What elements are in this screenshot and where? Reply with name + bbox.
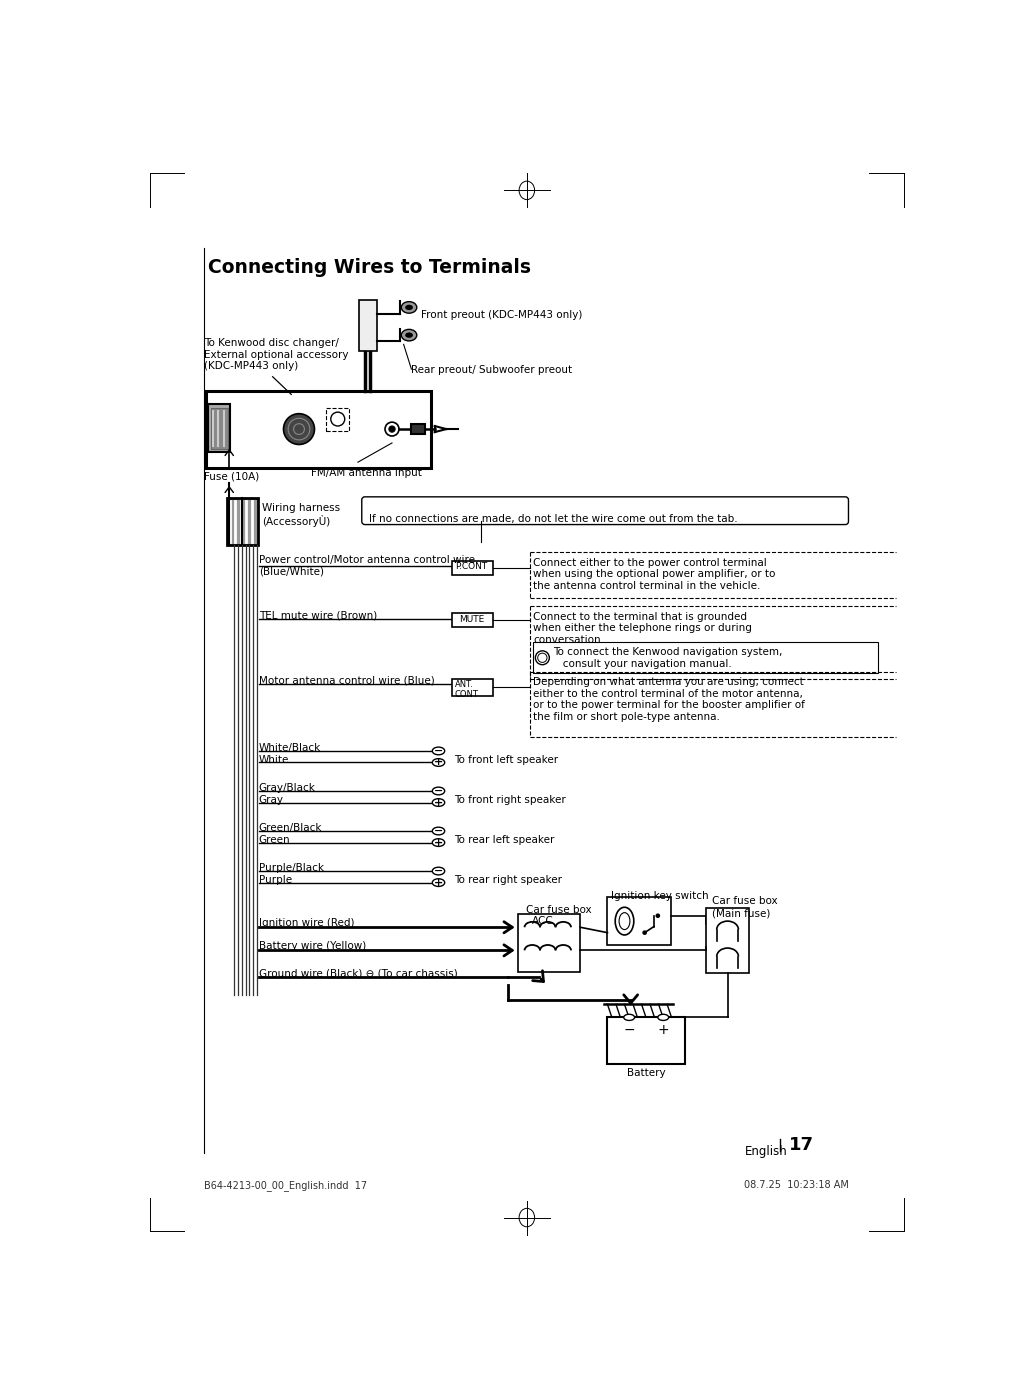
Text: +: +	[434, 757, 443, 768]
Text: If no connections are made, do not let the wire come out from the tab.: If no connections are made, do not let t…	[369, 514, 737, 524]
Text: English: English	[744, 1146, 787, 1158]
Text: −: −	[434, 827, 443, 836]
Text: To Kenwood disc changer/
External optional accessory
(KDC-MP443 only): To Kenwood disc changer/ External option…	[204, 339, 348, 371]
Bar	[452, 560, 492, 574]
Text: Power control/Motor antenna control wire
(Blue/White): Power control/Motor antenna control wire…	[259, 555, 475, 576]
Text: Gray: Gray	[259, 795, 284, 804]
Text: TEL mute wire (Brown): TEL mute wire (Brown)	[259, 611, 377, 620]
Ellipse shape	[405, 305, 413, 309]
Text: Ignition wire (Red): Ignition wire (Red)	[259, 919, 355, 928]
Text: Battery wire (Yellow): Battery wire (Yellow)	[259, 941, 366, 951]
Text: Wiring harness
(AccessoryÙ): Wiring harness (AccessoryÙ)	[262, 503, 340, 527]
Text: Front preout (KDC-MP443 only): Front preout (KDC-MP443 only)	[421, 311, 583, 321]
Text: ACC: ACC	[533, 916, 554, 926]
Text: To rear right speaker: To rear right speaker	[454, 875, 562, 885]
Text: To rear left speaker: To rear left speaker	[454, 835, 554, 845]
Text: Purple: Purple	[259, 875, 292, 885]
Text: Car fuse box
(Main fuse): Car fuse box (Main fuse)	[712, 896, 778, 919]
Text: To front right speaker: To front right speaker	[454, 795, 565, 804]
Bar	[209, 404, 230, 452]
Text: Battery: Battery	[627, 1068, 665, 1078]
Text: Motor antenna control wire (Blue): Motor antenna control wire (Blue)	[259, 676, 435, 686]
Ellipse shape	[401, 301, 416, 314]
Text: Green: Green	[259, 835, 290, 845]
Ellipse shape	[433, 788, 445, 795]
Ellipse shape	[658, 1015, 668, 1020]
Bar	[326, 407, 350, 431]
Text: +: +	[434, 878, 443, 888]
Text: −: −	[623, 1023, 635, 1037]
Text: Connecting Wires to Terminals: Connecting Wires to Terminals	[209, 258, 531, 277]
Text: Purple/Black: Purple/Black	[259, 863, 324, 874]
Bar	[518, 914, 581, 972]
Bar	[452, 679, 492, 696]
Ellipse shape	[624, 1015, 634, 1020]
Ellipse shape	[389, 427, 395, 432]
Ellipse shape	[433, 867, 445, 875]
Bar	[534, 643, 878, 673]
Ellipse shape	[284, 414, 315, 445]
Text: FM/AM antenna input: FM/AM antenna input	[310, 467, 421, 478]
Text: +: +	[434, 838, 443, 848]
Text: −: −	[434, 866, 443, 875]
Text: Fuse (10A): Fuse (10A)	[204, 471, 259, 481]
Text: +: +	[658, 1023, 669, 1037]
Text: P.CONT: P.CONT	[454, 562, 487, 572]
Ellipse shape	[433, 839, 445, 846]
Text: ANT.
CONT: ANT. CONT	[454, 680, 479, 700]
Text: MUTE: MUTE	[458, 615, 484, 623]
Ellipse shape	[433, 758, 445, 767]
Text: Ground wire (Black) ⊖ (To car chassis): Ground wire (Black) ⊖ (To car chassis)	[259, 967, 457, 979]
Text: White: White	[259, 754, 289, 765]
Text: Depending on what antenna you are using, connect
either to the control terminal : Depending on what antenna you are using,…	[534, 677, 805, 722]
Bar	[206, 390, 431, 467]
Circle shape	[642, 930, 647, 935]
Bar	[608, 1018, 685, 1064]
Text: +: +	[434, 797, 443, 807]
Text: To connect the Kenwood navigation system,
   consult your navigation manual.: To connect the Kenwood navigation system…	[553, 647, 782, 669]
Text: Green/Black: Green/Black	[259, 824, 322, 834]
Text: Connect either to the power control terminal
when using the optional power ampli: Connect either to the power control term…	[534, 558, 775, 591]
Bar	[411, 424, 426, 434]
Text: Gray/Black: Gray/Black	[259, 783, 316, 793]
Text: B64-4213-00_00_English.indd  17: B64-4213-00_00_English.indd 17	[204, 1179, 367, 1190]
Text: Car fuse box: Car fuse box	[526, 905, 592, 914]
Text: 08.7.25  10:23:18 AM: 08.7.25 10:23:18 AM	[744, 1179, 849, 1190]
FancyBboxPatch shape	[362, 496, 848, 524]
Bar	[211, 407, 227, 449]
Ellipse shape	[405, 332, 413, 337]
Text: Connect to the terminal that is grounded
when either the telephone rings or duri: Connect to the terminal that is grounded…	[534, 612, 751, 645]
Bar	[706, 907, 748, 973]
Bar	[360, 301, 376, 350]
Text: −: −	[434, 746, 443, 756]
Bar	[608, 898, 671, 945]
Text: White/Black: White/Black	[259, 743, 321, 753]
Ellipse shape	[433, 878, 445, 887]
Text: To front left speaker: To front left speaker	[454, 754, 558, 765]
Ellipse shape	[401, 329, 416, 342]
Circle shape	[656, 913, 660, 919]
Text: Rear preout/ Subwoofer preout: Rear preout/ Subwoofer preout	[411, 365, 573, 375]
Bar	[452, 613, 492, 627]
Text: −: −	[434, 786, 443, 796]
Ellipse shape	[433, 827, 445, 835]
Bar	[227, 499, 258, 545]
Ellipse shape	[433, 799, 445, 806]
Text: Ignition key switch: Ignition key switch	[612, 891, 709, 901]
Ellipse shape	[433, 747, 445, 754]
Text: 17: 17	[788, 1136, 814, 1154]
